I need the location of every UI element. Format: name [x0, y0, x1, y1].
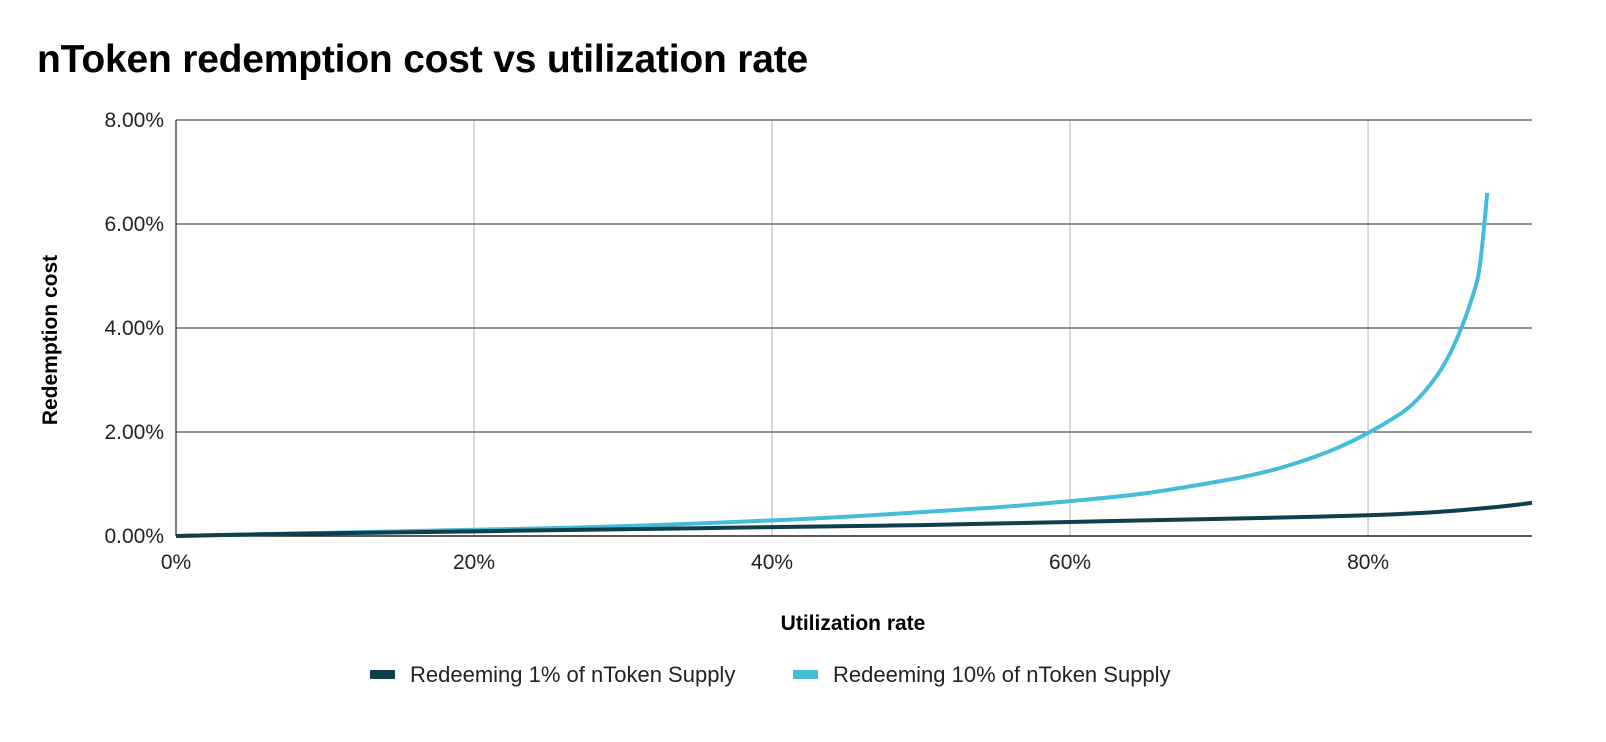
- grid-lines: [176, 119, 1532, 536]
- x-tick-label: 40%: [751, 551, 793, 574]
- x-tick-label: 60%: [1049, 551, 1091, 574]
- series-lines: [175, 192, 1533, 538]
- x-tick-label: 20%: [453, 551, 495, 574]
- series-line-2: [175, 192, 1490, 538]
- y-tick-label: 4.00%: [104, 317, 164, 340]
- series-line-1: [175, 500, 1533, 538]
- y-tick-label: 2.00%: [104, 421, 164, 444]
- y-tick-label: 6.00%: [104, 213, 164, 236]
- legend-label: Redeeming 1% of nToken Supply: [410, 662, 735, 687]
- axes: [175, 120, 1532, 537]
- y-tick-label: 8.00%: [104, 109, 164, 132]
- y-tick-label: 0.00%: [104, 525, 164, 548]
- legend: Redeeming 1% of nToken Supply Redeeming 1…: [370, 662, 1171, 687]
- tick-labels: 0% 20% 40% 60% 80% 0.00% 2.00% 4.00% 6.00% 8.00%: [104, 109, 1389, 574]
- chart-title: nToken redemption cost vs utilization ra…: [37, 38, 808, 81]
- legend-swatch: [793, 670, 818, 679]
- y-axis-title: Redemption cost: [39, 255, 62, 425]
- x-axis-title: Utilization rate: [781, 612, 926, 635]
- x-tick-label: 80%: [1347, 551, 1389, 574]
- legend-label: Redeeming 10% of nToken Supply: [833, 662, 1171, 687]
- legend-swatch: [370, 670, 395, 679]
- x-tick-label: 0%: [161, 551, 191, 574]
